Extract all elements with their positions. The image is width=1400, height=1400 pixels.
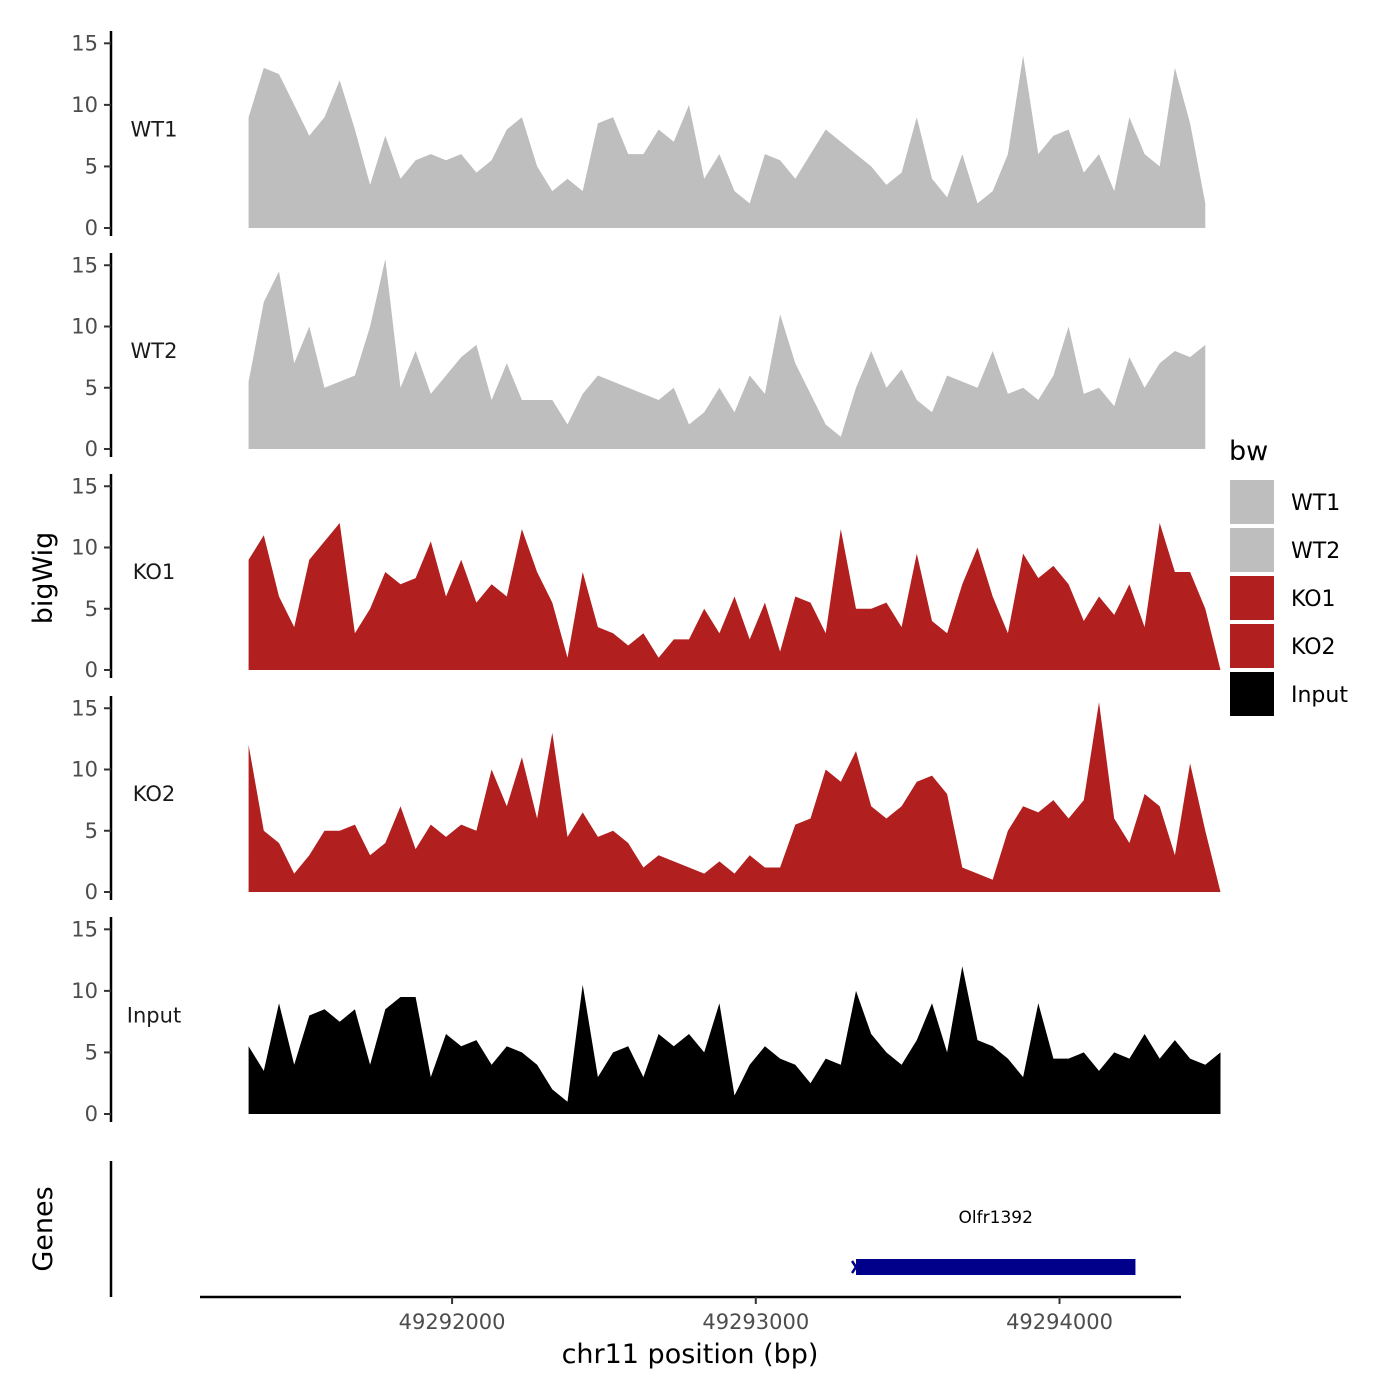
- legend-label: WT1: [1291, 491, 1340, 516]
- y-tick-label: 10: [71, 315, 98, 339]
- tracks-group: 0 5 10 15 WT1 0 5 10 15 WT2 0 5 10 15 KO1 0 5 10 15 KO2 0 5 10…: [71, 31, 1221, 1126]
- legend-label: WT2: [1291, 539, 1340, 564]
- y-tick-label: 10: [71, 93, 98, 117]
- y-tick-label: 5: [85, 1040, 98, 1064]
- legend: bw WT1 WT2 KO1 KO2 Input: [1229, 436, 1348, 716]
- y-tick-label: 15: [71, 31, 98, 55]
- y-tick-label: 10: [71, 979, 98, 1003]
- y-axis-title: bigWig: [28, 532, 59, 625]
- y-tick-label: 0: [85, 216, 98, 240]
- x-axis: 49292000 49293000 49294000 chr11 position …: [200, 1295, 1181, 1370]
- x-axis-title: chr11 position (bp): [562, 1339, 819, 1370]
- track-label: Input: [127, 1004, 181, 1028]
- track-ko2: 0 5 10 15 KO2: [71, 696, 1221, 904]
- y-tick-label: 5: [85, 597, 98, 621]
- legend-swatch: [1230, 480, 1274, 524]
- track-wt2: 0 5 10 15 WT2: [71, 253, 1206, 461]
- track-wt1: 0 5 10 15 WT1: [71, 31, 1206, 240]
- area-wt2: [248, 259, 1206, 449]
- track-label: WT2: [131, 339, 178, 363]
- track-label: KO2: [133, 782, 176, 806]
- legend-swatch: [1230, 528, 1274, 572]
- y-tick-label: 15: [71, 917, 98, 941]
- track-label: WT1: [131, 118, 178, 142]
- gene-strand-marker: [850, 1260, 862, 1274]
- legend-label: Input: [1291, 683, 1348, 708]
- y-tick-label: 10: [71, 758, 98, 782]
- track-input: 0 5 10 15 Input: [71, 917, 1221, 1126]
- legend-swatch: [1230, 672, 1274, 716]
- legend-swatch: [1230, 624, 1274, 668]
- area-ko1: [248, 523, 1221, 670]
- legend-title: bw: [1229, 436, 1268, 467]
- y-tick-label: 15: [71, 253, 98, 277]
- legend-swatch: [1230, 576, 1274, 620]
- legend-label: KO2: [1291, 635, 1336, 660]
- y-tick-label: 0: [85, 1102, 98, 1126]
- y-tick-label: 15: [71, 474, 98, 498]
- legend-label: KO1: [1291, 587, 1336, 612]
- gene-label: Olfr1392: [959, 1208, 1033, 1228]
- x-tick-label: 49294000: [1006, 1310, 1113, 1334]
- gene-body: [856, 1259, 1136, 1275]
- x-tick-label: 49293000: [702, 1310, 809, 1334]
- track-ko1: 0 5 10 15 KO1: [71, 474, 1221, 682]
- genes-panel: Genes Olfr1392: [28, 1161, 1136, 1297]
- y-tick-label: 5: [85, 154, 98, 178]
- x-tick-label: 49292000: [399, 1310, 506, 1334]
- y-tick-label: 0: [85, 437, 98, 461]
- y-tick-label: 10: [71, 536, 98, 560]
- area-ko2: [248, 702, 1221, 892]
- track-label: KO1: [133, 560, 176, 584]
- genes-axis-title: Genes: [28, 1186, 59, 1271]
- y-tick-label: 0: [85, 880, 98, 904]
- y-tick-label: 15: [71, 696, 98, 720]
- y-tick-label: 5: [85, 376, 98, 400]
- area-input: [248, 966, 1221, 1114]
- y-tick-label: 0: [85, 658, 98, 682]
- area-wt1: [248, 55, 1206, 228]
- y-tick-label: 5: [85, 819, 98, 843]
